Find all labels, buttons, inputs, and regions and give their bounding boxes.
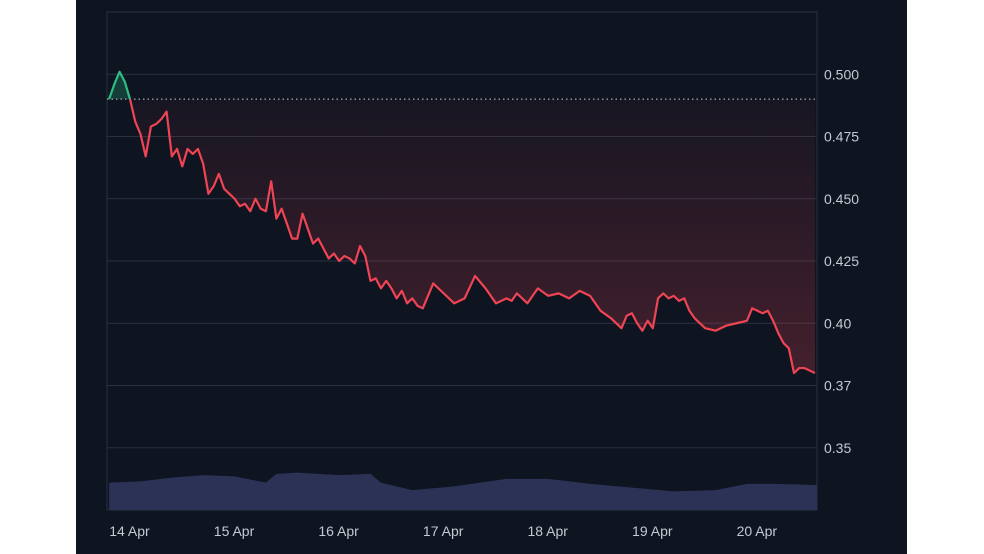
price-line-up — [108, 70, 132, 100]
y-tick-label: 0.450 — [824, 191, 859, 207]
down-fill-area — [130, 99, 815, 374]
volume-layer — [109, 472, 817, 510]
x-tick-label: 14 Apr — [109, 523, 150, 539]
up-fill-area — [109, 71, 131, 100]
y-tick-label: 0.37 — [824, 378, 851, 394]
y-tick-label: 0.40 — [824, 315, 851, 331]
y-tick-label: 0.500 — [824, 66, 859, 82]
x-tick-label: 15 Apr — [214, 523, 255, 539]
y-tick-label: 0.475 — [824, 129, 859, 145]
y-tick-label: 0.35 — [824, 440, 851, 456]
x-tick-label: 18 Apr — [527, 523, 568, 539]
x-axis: 14 Apr 15 Apr 16 Apr 17 Apr 18 Apr 19 Apr 20 A… — [109, 523, 777, 539]
chart-panel: 0.500 0.475 0.450 0.425 0.40 0.37 0.35 14 Apr 1… — [76, 0, 907, 554]
area-layer — [109, 71, 815, 374]
volume-area — [109, 472, 817, 510]
x-tick-label: 20 Apr — [737, 523, 778, 539]
y-axis: 0.500 0.475 0.450 0.425 0.40 0.37 0.35 — [824, 66, 859, 456]
price-line-down — [128, 98, 816, 375]
x-tick-label: 19 Apr — [632, 523, 673, 539]
y-tick-label: 0.425 — [824, 253, 859, 269]
line-layer — [108, 70, 816, 375]
x-tick-label: 17 Apr — [423, 523, 464, 539]
x-tick-label: 16 Apr — [318, 523, 359, 539]
